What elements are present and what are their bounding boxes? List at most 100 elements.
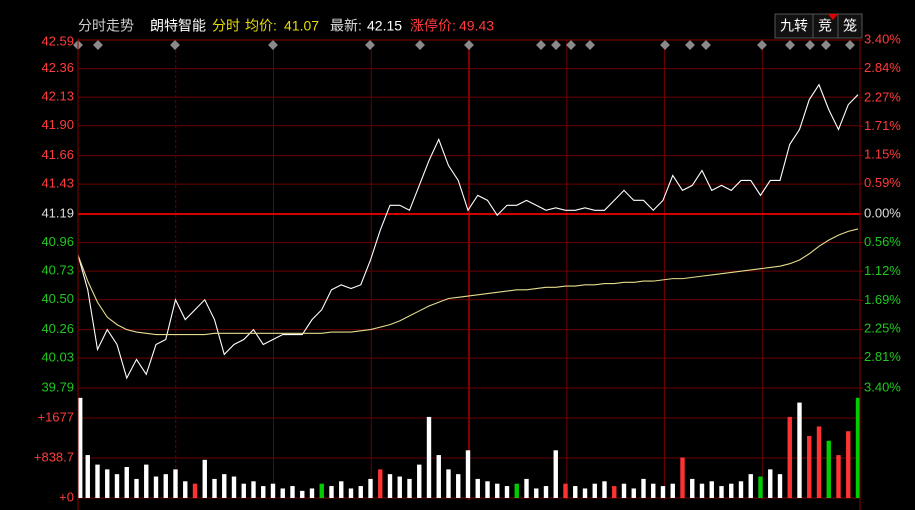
volume-bar (270, 483, 276, 498)
avg-value: 41.07 (284, 18, 319, 34)
button[interactable] (774, 13, 814, 39)
volume-bar (524, 478, 529, 498)
volume-bar (592, 483, 597, 498)
y-tick-label: 42.36 (41, 60, 74, 75)
volume-bar (543, 486, 549, 498)
volume-bar (582, 488, 588, 498)
y-tick-label: +838.7 (34, 449, 74, 464)
y-tick-label: 40.73 (41, 263, 74, 278)
volume-bar (378, 469, 383, 498)
event-marker (685, 40, 695, 50)
volume-bar (485, 481, 490, 498)
volume-bar (768, 469, 773, 498)
volume-bar (534, 488, 539, 498)
volume-bar (787, 416, 792, 498)
volume-bar (631, 488, 636, 498)
volume-bar (153, 476, 159, 498)
volume-bar (738, 481, 744, 498)
volume-bar (300, 490, 305, 498)
volume-bar (846, 431, 851, 498)
volume-bar (407, 478, 412, 498)
volume-bar (836, 455, 841, 498)
y-tick-label: 40.96 (41, 234, 74, 249)
volume-bar (319, 483, 324, 498)
volume-bar (387, 474, 393, 498)
volume-bar (680, 457, 685, 498)
volume-bar (777, 474, 783, 498)
y-tick-label: +0 (59, 489, 74, 504)
y2-tick-label: 1.12% (864, 263, 901, 278)
volume-bar (612, 486, 617, 498)
volume-bar (309, 488, 315, 498)
volume-bar (222, 474, 227, 498)
y2-tick-label: 0.56% (864, 234, 901, 249)
volume-bar (241, 483, 246, 498)
y-tick-label: 41.66 (41, 147, 74, 162)
volume-bar (78, 397, 83, 498)
limit-label: 涨停价: (410, 18, 456, 34)
latest-label: 最新: (330, 18, 362, 34)
volume-bar (426, 416, 432, 498)
volume-bar (641, 478, 646, 498)
y2-tick-label: 1.71% (864, 118, 901, 133)
y-tick-label: 42.59 (41, 33, 74, 48)
volume-bar (202, 459, 207, 498)
volume-bar (719, 486, 724, 498)
event-marker (821, 40, 831, 50)
volume-bar (855, 397, 861, 498)
y2-tick-label: 3.40% (864, 379, 901, 394)
volume-bar (231, 476, 237, 498)
volume-bar (368, 478, 373, 498)
y2-tick-label: 0.59% (864, 175, 901, 190)
event-marker (585, 40, 595, 50)
y2-tick-label: 2.81% (864, 349, 901, 364)
volume-bar (748, 474, 753, 498)
volume-bar (475, 478, 480, 498)
volume-bar (699, 483, 705, 498)
button[interactable] (837, 13, 863, 39)
volume-bar (95, 464, 100, 498)
volume-bar (651, 483, 656, 498)
latest-value: 42.15 (367, 18, 402, 34)
y2-tick-label: 3.40% (864, 31, 901, 46)
volume-bar (397, 476, 402, 498)
y-tick-label: 41.90 (41, 117, 74, 132)
volume-bar (348, 488, 354, 498)
volume-bar (660, 486, 666, 498)
volume-bar (826, 440, 831, 498)
y-tick-label: 40.03 (41, 350, 74, 365)
volume-bar (358, 486, 363, 498)
event-marker (805, 40, 815, 50)
y-tick-label: 42.13 (41, 89, 74, 104)
volume-bar (729, 483, 734, 498)
volume-bar (816, 426, 822, 498)
stock-name: 朗特智能 (150, 18, 206, 34)
event-marker (757, 40, 767, 50)
event-marker (170, 40, 180, 50)
volume-bar (290, 486, 295, 498)
volume-bar (563, 483, 568, 498)
y-tick-label: 40.50 (41, 291, 74, 306)
y-tick-label: 41.19 (41, 205, 74, 220)
event-marker (785, 40, 795, 50)
y2-tick-label: 2.25% (864, 321, 901, 336)
y-tick-label: +1677 (37, 409, 74, 424)
price-line (77, 83, 859, 380)
event-marker (536, 40, 546, 50)
volume-bar (163, 474, 168, 498)
button-label[interactable]: 笼 (843, 18, 857, 34)
volume-bar (758, 476, 763, 498)
y-tick-label: 41.43 (41, 176, 74, 191)
volume-bar (105, 469, 110, 498)
flag-icon (828, 14, 838, 20)
button-label[interactable]: 竞 (818, 18, 832, 34)
y2-tick-label: 0.00% (864, 205, 901, 220)
volume-bar (134, 478, 139, 498)
volume-bar (85, 455, 90, 498)
button-label[interactable]: 九转 (780, 18, 808, 34)
y-tick-label: 40.26 (41, 321, 74, 336)
event-marker (660, 40, 670, 50)
volume-bar (465, 450, 471, 498)
volume-bar (690, 478, 695, 498)
